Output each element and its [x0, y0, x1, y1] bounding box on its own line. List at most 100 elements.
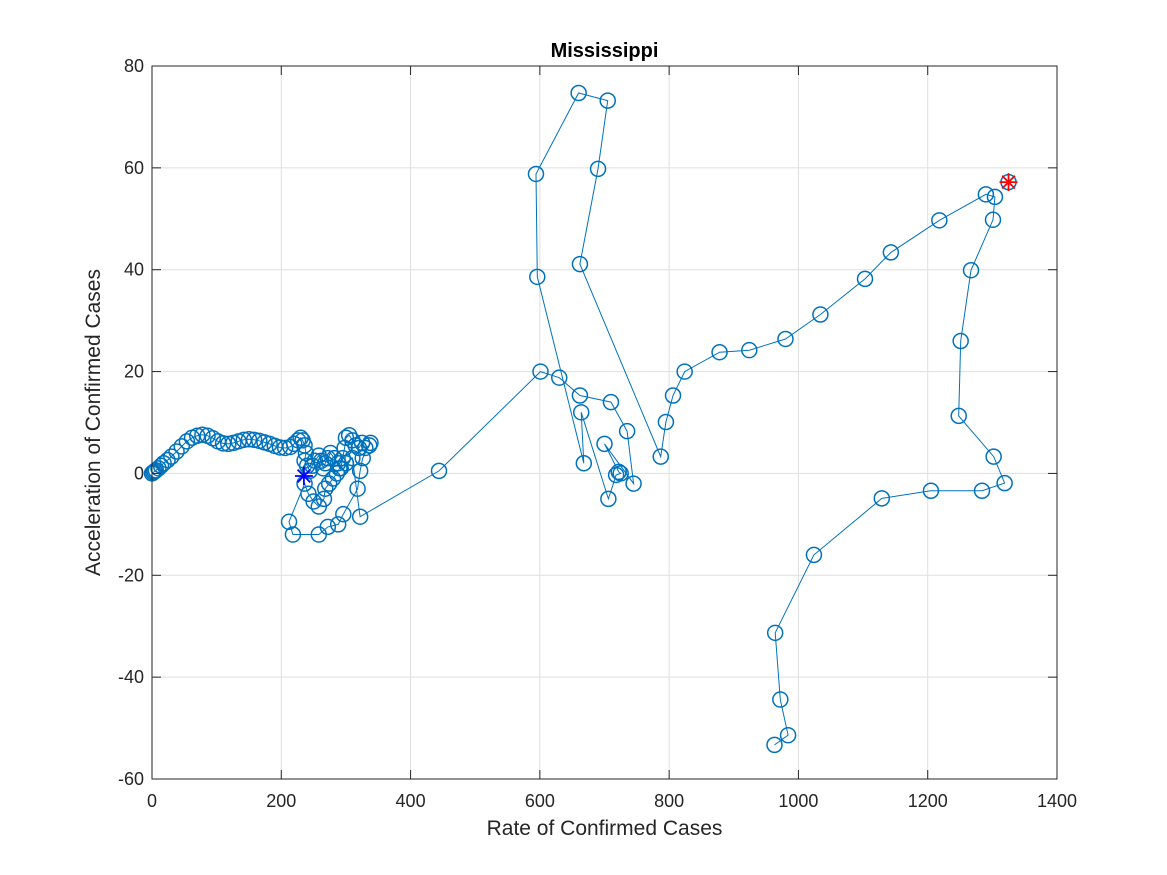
x-tick-label: 0 — [147, 791, 157, 811]
data-point — [360, 437, 378, 454]
data-point — [599, 92, 616, 109]
data-point — [977, 186, 995, 203]
x-tick-label: 600 — [525, 791, 555, 811]
data-point — [194, 426, 211, 443]
data-point — [146, 463, 163, 480]
data-point — [812, 306, 829, 323]
start-marker-stroke — [1001, 175, 1016, 190]
data-point — [985, 448, 1002, 465]
data-point — [571, 255, 589, 273]
data-point — [173, 438, 190, 455]
data-point — [551, 369, 568, 386]
x-tick-label: 1000 — [778, 791, 818, 811]
data-point — [575, 454, 593, 472]
data-point — [570, 84, 587, 102]
data-layer — [143, 84, 1018, 754]
data-point — [571, 387, 589, 404]
y-tick-label: -20 — [118, 565, 144, 585]
axes-box — [151, 65, 1058, 780]
data-point — [952, 332, 969, 350]
data-point — [777, 330, 794, 348]
data-point — [741, 341, 758, 359]
y-tick-label: 0 — [134, 463, 144, 483]
data-point — [602, 393, 620, 411]
x-tick-label: 1400 — [1037, 791, 1077, 811]
chart-title: Mississippi — [551, 40, 659, 62]
data-point — [962, 261, 980, 279]
data-point — [344, 449, 361, 467]
x-tick-label: 200 — [266, 791, 296, 811]
plot-area: 0 200 400 600 800 1000 1200 1400 -60 -40 -20 0 20 40 6… — [118, 56, 1077, 811]
data-point — [652, 448, 669, 465]
data-point — [529, 268, 546, 286]
data-point — [178, 433, 196, 450]
data-point — [856, 270, 874, 288]
data-point — [168, 443, 185, 460]
axes-background — [152, 66, 1057, 779]
data-point — [572, 404, 590, 421]
data-point — [882, 244, 900, 261]
y-tick-label: -40 — [118, 667, 144, 687]
start-marker — [999, 173, 1018, 192]
data-point — [285, 435, 303, 453]
data-point — [305, 493, 322, 510]
data-point — [329, 516, 347, 533]
data-point — [240, 431, 258, 448]
data-point — [349, 480, 366, 497]
data-point — [351, 462, 369, 480]
y-tick-label: 20 — [124, 362, 144, 382]
y-tick-label: 80 — [124, 56, 144, 76]
axis-ticks: 0 200 400 600 800 1000 1200 1400 -60 -40 -20 0 20 40 6… — [118, 56, 1077, 811]
data-point — [527, 165, 545, 183]
x-tick-label: 1200 — [908, 791, 948, 811]
data-point — [430, 462, 448, 480]
data-point — [973, 482, 991, 499]
data-point — [766, 624, 784, 642]
data-point — [214, 435, 232, 452]
data-point — [766, 736, 783, 754]
data-point — [657, 413, 675, 431]
data-point — [334, 449, 351, 467]
data-point — [589, 160, 607, 178]
data-point — [362, 434, 379, 452]
data-point — [354, 449, 371, 467]
data-point — [351, 508, 369, 525]
x-tick-label: 800 — [654, 791, 684, 811]
data-point — [596, 435, 613, 453]
data-point — [610, 463, 627, 481]
data-point — [152, 457, 170, 475]
data-point — [276, 439, 294, 457]
data-point — [986, 188, 1004, 206]
data-point — [315, 490, 333, 508]
data-point — [150, 460, 167, 477]
data-point — [600, 490, 617, 508]
y-tick-label: -60 — [118, 769, 144, 789]
y-axis-label: Acceleration of Confirmed Cases — [82, 269, 105, 576]
end-marker — [294, 466, 313, 485]
data-point — [664, 387, 682, 404]
data-point — [676, 363, 693, 380]
data-point — [280, 513, 298, 531]
data-point — [711, 343, 728, 361]
data-point — [532, 363, 549, 380]
data-point — [779, 726, 797, 744]
data-point — [159, 451, 176, 469]
series-line — [151, 92, 1006, 746]
data-point — [284, 526, 302, 543]
data-point — [189, 427, 206, 444]
data-point — [310, 526, 328, 543]
y-tick-label: 60 — [124, 158, 144, 178]
data-point — [922, 482, 940, 499]
data-point — [984, 211, 1002, 229]
x-tick-label: 400 — [396, 791, 426, 811]
data-point — [618, 422, 636, 440]
data-point — [220, 435, 237, 453]
data-point — [625, 475, 642, 492]
y-tick-label: 40 — [124, 260, 144, 280]
data-point — [772, 691, 789, 708]
data-point — [805, 546, 823, 564]
data-point — [931, 212, 948, 229]
data-point — [245, 431, 263, 449]
data-point — [607, 466, 625, 484]
x-axis-label: Rate of Confirmed Cases — [487, 817, 723, 840]
